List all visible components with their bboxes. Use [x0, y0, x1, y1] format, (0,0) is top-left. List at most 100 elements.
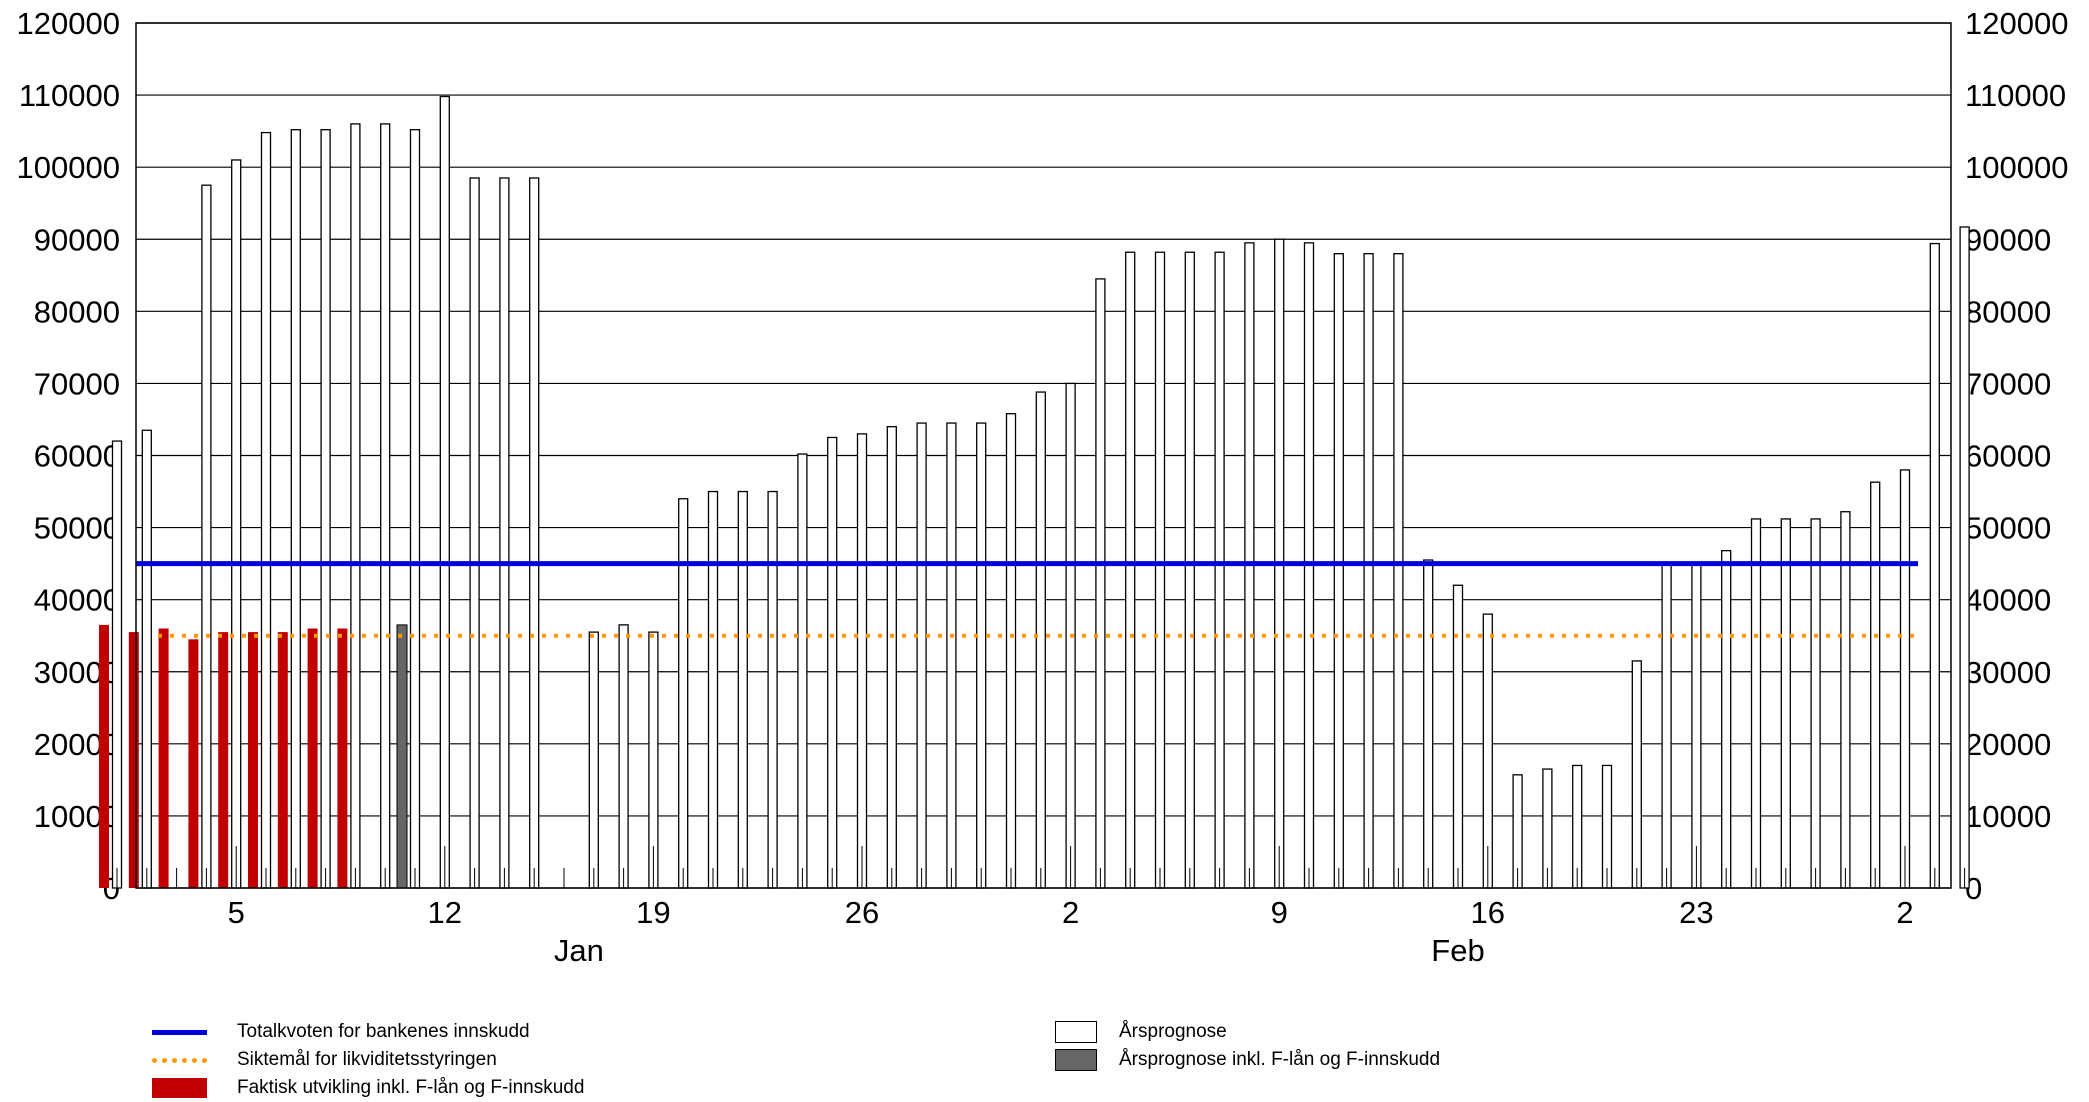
y-tick-label-left: 60000 — [34, 439, 120, 474]
faktisk-bar — [188, 639, 199, 888]
gray-box-swatch — [1055, 1049, 1097, 1071]
x-tick-label: 19 — [636, 895, 670, 930]
y-tick-label-right: 50000 — [1965, 511, 2051, 546]
prognose-bar — [1899, 469, 1911, 889]
prognose-bar — [1423, 559, 1434, 889]
x-tick-label: 12 — [428, 895, 462, 930]
y-tick-label-left: 70000 — [34, 366, 120, 401]
prognose-bar — [1721, 550, 1732, 889]
prognose-bar — [320, 129, 331, 889]
prognose-bar — [1095, 278, 1106, 889]
legend-left: Totalkvoten for bankenes innskudd Siktem… — [152, 1018, 584, 1102]
prognose-bar — [141, 429, 152, 889]
y-tick-label-left: 100000 — [17, 150, 120, 185]
prognose-bar — [260, 131, 272, 889]
x-tick-label: 9 — [1271, 895, 1288, 930]
faktisk-bar — [218, 632, 229, 888]
blue-line-swatch — [152, 1029, 207, 1035]
prognose-bar — [618, 624, 629, 889]
legend-label-arsprognose-inkl: Årsprognose inkl. F-lån og F-innskudd — [1119, 1049, 1441, 1070]
y-tick-label-right: 80000 — [1965, 294, 2051, 329]
y-tick-label-left: 120000 — [17, 6, 120, 41]
prognose-bar — [469, 177, 480, 889]
prognose-bar — [1452, 584, 1464, 889]
prognose-bar — [976, 422, 987, 889]
y-tick-label-left: 90000 — [34, 222, 120, 257]
prognose-bar — [886, 426, 897, 889]
legend-label-faktisk: Faktisk utvikling inkl. F-lån og F-innsk… — [237, 1077, 585, 1098]
prognose-bar — [111, 440, 123, 889]
prognose-bar — [737, 490, 748, 889]
white-box-swatch — [1055, 1021, 1097, 1043]
prognose-inkl-f-bar — [396, 624, 408, 889]
prognose-bar — [1870, 481, 1881, 889]
y-tick-label-right: 30000 — [1965, 655, 2051, 690]
prognose-bar — [707, 490, 719, 889]
y-tick-label-left: 40000 — [34, 583, 120, 618]
y-axis-right: 0100002000030000400005000060000700008000… — [1965, 6, 2068, 906]
y-tick-label-right: 110000 — [1965, 78, 2066, 113]
y-tick-label-right: 10000 — [1965, 799, 2051, 834]
faktisk-bar — [307, 628, 318, 888]
faktisk-bar — [277, 632, 288, 888]
faktisk-bar — [337, 628, 348, 888]
prognose-bar — [529, 177, 540, 889]
prognose-bar — [767, 490, 778, 889]
prognose-bar — [856, 433, 868, 889]
y-tick-label-right: 20000 — [1965, 727, 2051, 762]
prognose-bar — [499, 177, 510, 889]
legend-item-faktisk: Faktisk utvikling inkl. F-lån og F-innsk… — [152, 1074, 584, 1102]
plot-border — [135, 22, 1952, 889]
x-tick-label: 2 — [1896, 895, 1913, 930]
prognose-bar — [1154, 251, 1166, 889]
orange-dotted-swatch — [152, 1057, 207, 1063]
legend-item-siktemal: Siktemål for likviditetsstyringen — [152, 1046, 584, 1074]
prognose-bar — [1393, 253, 1404, 889]
x-axis: 5 12 19 26 2 9 16 23 2 Jan Feb — [116, 846, 1966, 968]
y-tick-label-left: 80000 — [34, 294, 120, 329]
prognose-bar — [1959, 226, 1970, 889]
prognose-bar — [1840, 511, 1851, 889]
x-tick-label: 5 — [228, 895, 245, 930]
prognose-bar — [678, 498, 689, 889]
prognose-bar — [1333, 253, 1344, 889]
legend-item-arsprognose-inkl: Årsprognose inkl. F-lån og F-innskudd — [1055, 1046, 1440, 1074]
prognose-bar — [201, 184, 212, 889]
prognose-bar — [409, 129, 421, 889]
prognose-bar — [1661, 562, 1672, 889]
prognose-bar — [231, 159, 242, 889]
x-tick-label: 23 — [1679, 895, 1713, 930]
bars — [99, 95, 1970, 889]
prognose-bar — [946, 422, 957, 889]
month-label: Feb — [1431, 933, 1484, 968]
prognose-bar — [1780, 518, 1791, 889]
prognose-bar — [827, 436, 838, 889]
prognose-bar — [1691, 562, 1702, 889]
y-tick-label-right: 100000 — [1965, 150, 2068, 185]
plot-frame — [135, 22, 1952, 889]
prognose-bar — [797, 453, 808, 889]
prognose-bar — [1363, 253, 1374, 889]
reference-lines — [136, 561, 1918, 638]
legend-label-arsprognose: Årsprognose — [1119, 1021, 1227, 1042]
prognose-bar — [1929, 242, 1940, 889]
x-tick-label: 2 — [1062, 895, 1079, 930]
y-tick-label-right: 40000 — [1965, 583, 2051, 618]
y-tick-label-right: 120000 — [1965, 6, 2068, 41]
faktisk-bar — [248, 632, 258, 888]
prognose-bar — [380, 123, 391, 889]
prognose-bar — [290, 129, 301, 889]
prognose-bar — [1125, 251, 1136, 889]
prognose-bar — [1214, 251, 1225, 889]
prognose-bar — [1750, 518, 1762, 889]
legend-item-arsprognose: Årsprognose — [1055, 1018, 1440, 1046]
prognose-bar — [916, 422, 927, 889]
y-tick-label-left: 50000 — [34, 511, 120, 546]
faktisk-bar — [128, 632, 139, 888]
month-label: Jan — [554, 933, 604, 968]
prognose-bar — [439, 95, 450, 889]
y-tick-label-right: 60000 — [1965, 439, 2051, 474]
legend-item-totalkvote: Totalkvoten for bankenes innskudd — [152, 1018, 584, 1046]
prognose-bar — [1035, 391, 1046, 889]
